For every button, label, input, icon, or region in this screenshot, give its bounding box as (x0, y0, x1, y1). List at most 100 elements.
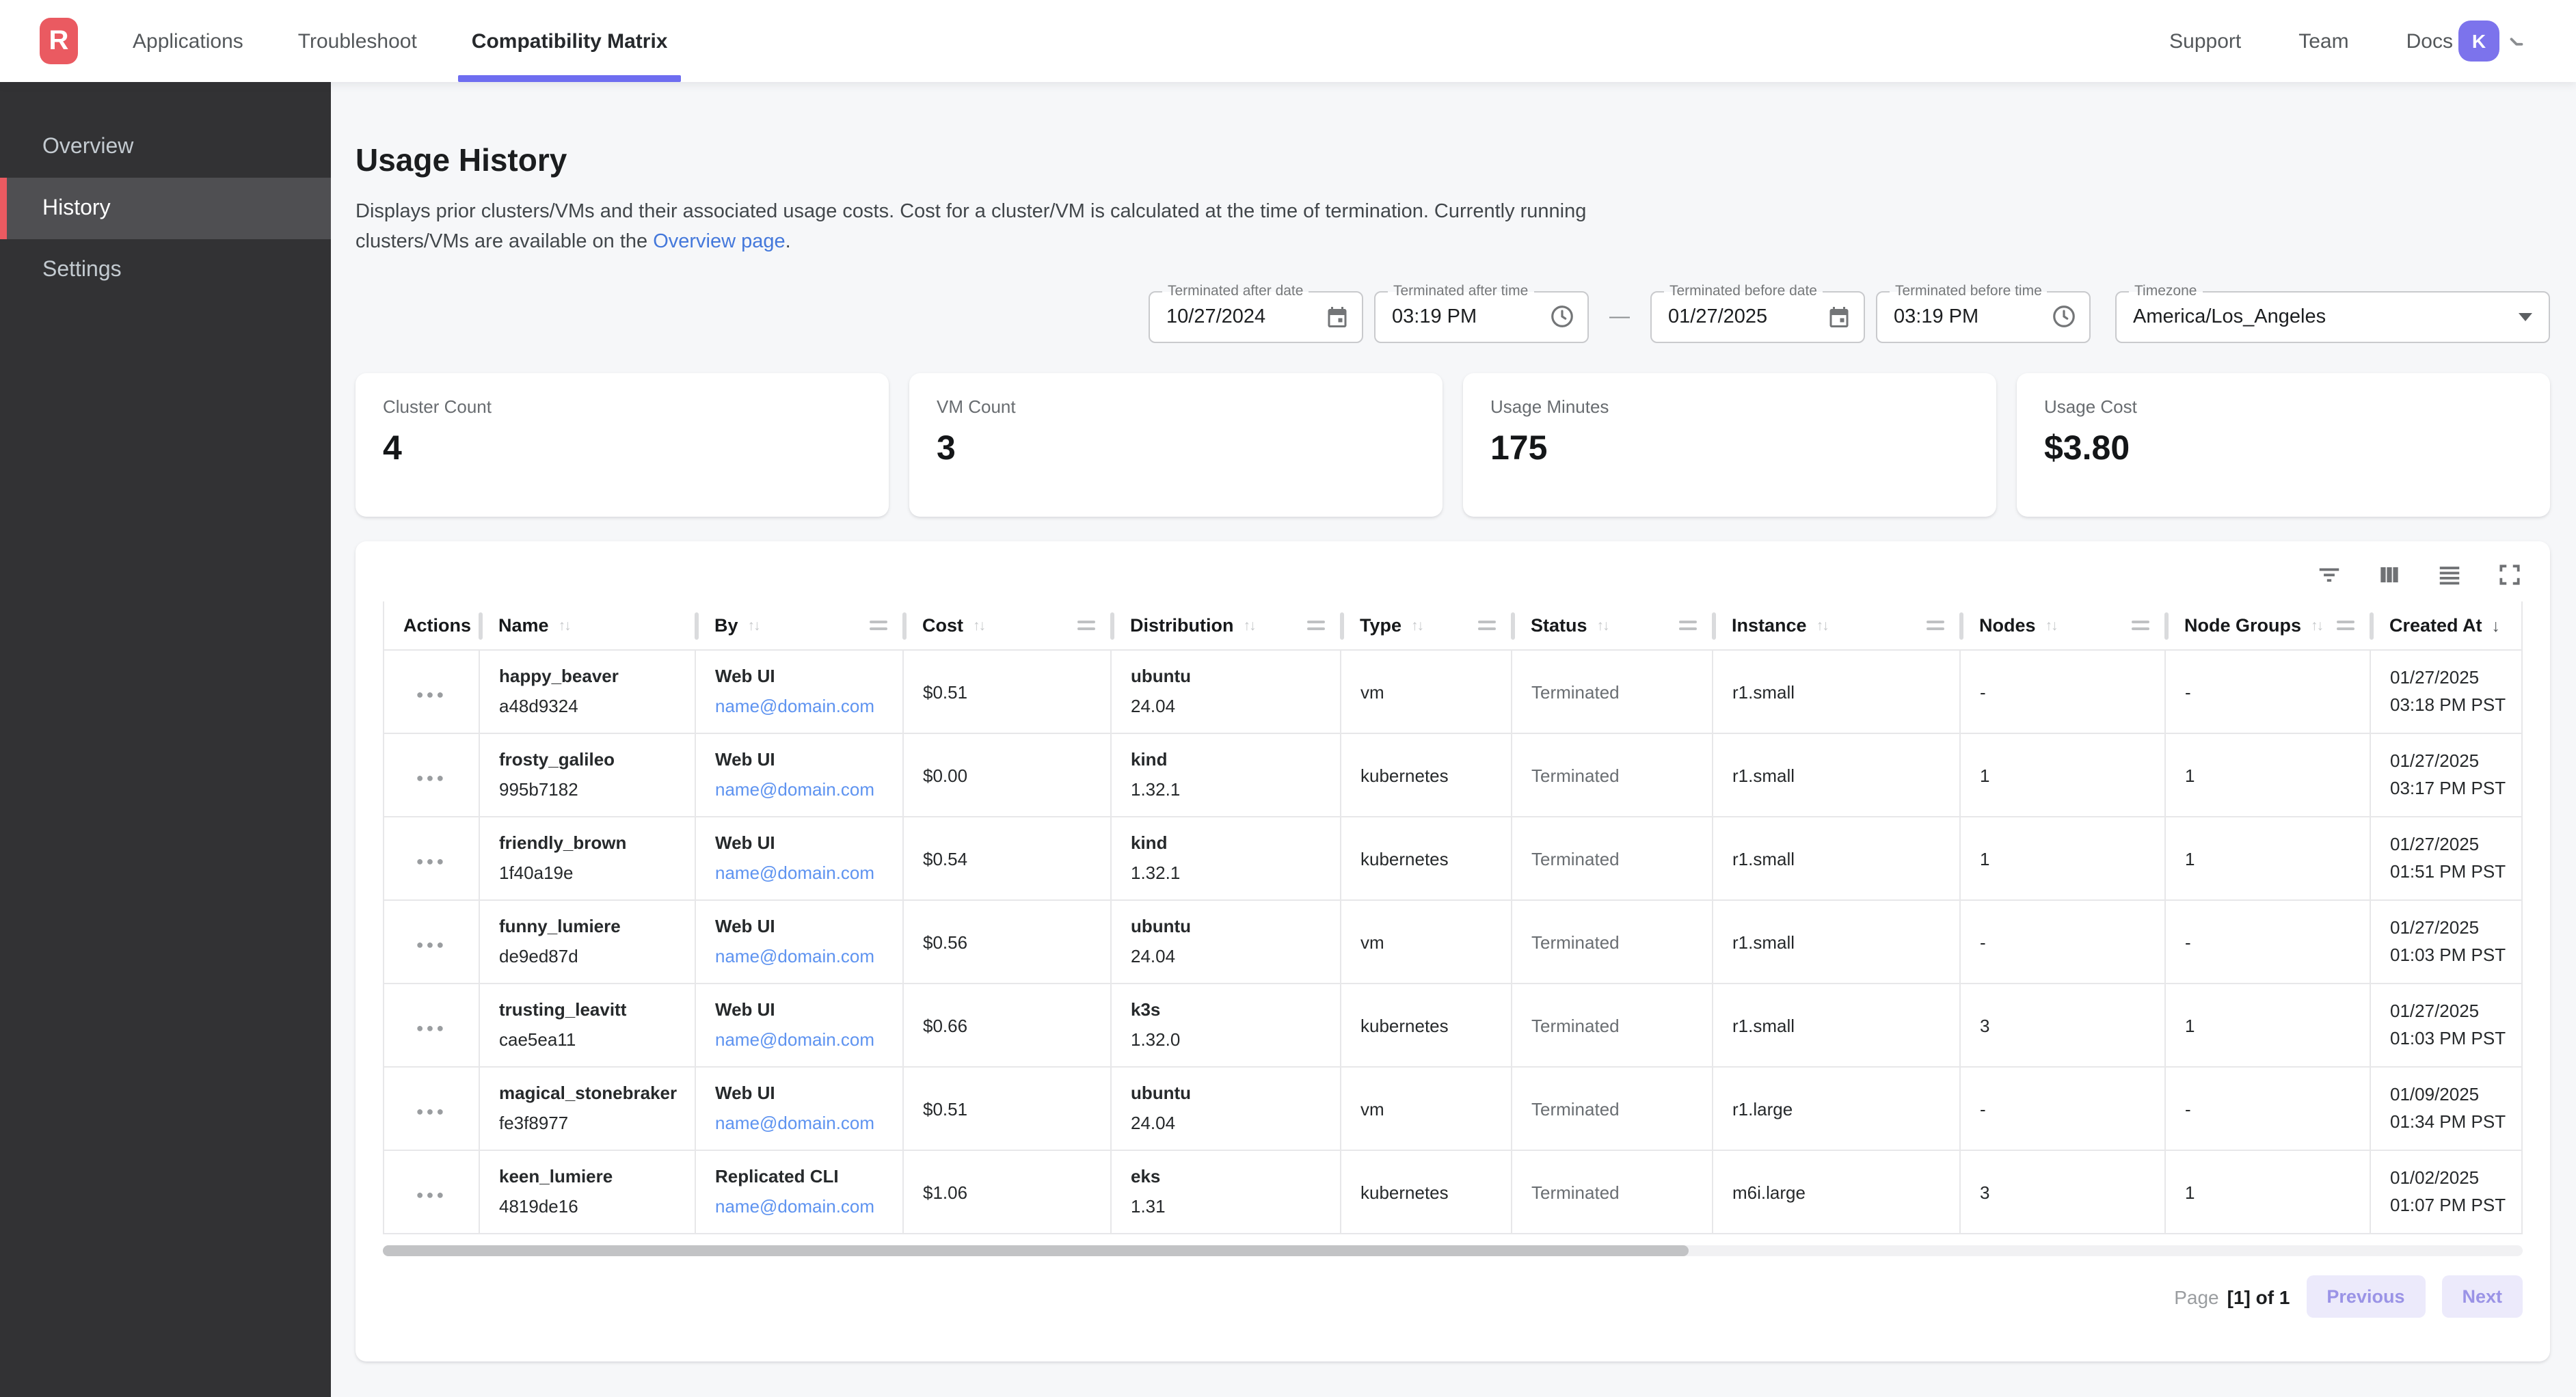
column-menu-icon[interactable] (1077, 621, 1095, 631)
overview-page-link[interactable]: Overview page (653, 231, 786, 254)
cell-email-link[interactable]: name@domain.com (715, 778, 875, 800)
cell-email-link[interactable]: name@domain.com (715, 945, 875, 966)
column-menu-icon[interactable] (1306, 621, 1324, 631)
column-header-status[interactable]: Status ↑↓ (1512, 601, 1715, 651)
column-menu-icon[interactable] (1926, 621, 1944, 631)
terminated-after-date-field[interactable]: Terminated after date 10/27/2024 (1149, 282, 1363, 343)
cell-email-link[interactable]: name@domain.com (715, 862, 875, 883)
cell-email-link[interactable]: name@domain.com (715, 695, 875, 716)
nav-link-docs[interactable]: Docs (2406, 29, 2453, 53)
calendar-icon[interactable] (1827, 305, 1851, 329)
nav-item-applications[interactable]: Applications (133, 29, 243, 53)
column-menu-icon[interactable] (2131, 621, 2149, 631)
nav-link-team[interactable]: Team (2298, 29, 2349, 53)
column-label: Status (1531, 615, 1587, 636)
cell-nodes: 1 (1960, 733, 2166, 817)
sort-arrows-icon[interactable]: ↑↓ (558, 617, 572, 634)
column-header-cost[interactable]: Cost ↑↓ (903, 601, 1114, 651)
nav-link-support[interactable]: Support (2169, 29, 2242, 53)
cell-cost: $0.54 (903, 816, 1112, 901)
column-header-actions: Actions (384, 601, 482, 651)
column-header-created-at[interactable]: Created At ↓ (2370, 601, 2522, 651)
cell-version: 1.32.1 (1131, 778, 1181, 800)
column-header-type[interactable]: Type ↑↓ (1341, 601, 1514, 651)
cell-cost: $1.06 (903, 1150, 1112, 1235)
horizontal-scrollbar[interactable] (383, 1245, 2523, 1257)
cell-node-groups: 1 (2165, 816, 2371, 901)
column-header-instance[interactable]: Instance ↑↓ (1713, 601, 1963, 651)
column-menu-icon[interactable] (2336, 621, 2354, 631)
sidebar-item-overview[interactable]: Overview (42, 135, 134, 158)
column-divider (694, 612, 698, 640)
column-header-node-groups[interactable]: Node Groups ↑↓ (2165, 601, 2373, 651)
filter-icon[interactable] (2315, 562, 2342, 589)
pagination-bar: Page [1] of 1 Previous Next (355, 1257, 2550, 1318)
data-grid: Actions Name ↑↓ By ↑↓ Cost ↑↓ Distribution ↑… (383, 601, 2523, 1235)
row-actions-button[interactable]: ●●● (416, 937, 447, 951)
cell-email-link[interactable]: name@domain.com (715, 1029, 875, 1050)
column-header-nodes[interactable]: Nodes ↑↓ (1960, 601, 2168, 651)
nav-item-compatibility-matrix[interactable]: Compatibility Matrix (457, 0, 682, 82)
fullscreen-icon[interactable] (2495, 562, 2523, 589)
row-actions-button[interactable]: ●●● (416, 687, 447, 701)
sort-arrows-icon[interactable]: ↑↓ (1596, 617, 1610, 634)
column-divider (902, 612, 906, 640)
density-icon[interactable] (2435, 562, 2463, 589)
cell-email-link[interactable]: name@domain.com (715, 1195, 875, 1217)
nav-item-troubleshoot[interactable]: Troubleshoot (297, 29, 417, 53)
sort-arrows-icon[interactable]: ↑↓ (2045, 617, 2058, 634)
sort-arrows-icon[interactable]: ↑↓ (1411, 617, 1424, 634)
column-header-by[interactable]: By ↑↓ (695, 601, 906, 651)
sort-arrows-icon[interactable]: ↑↓ (973, 617, 986, 634)
table-row[interactable]: ●●● happy_beaver a48d9324 Web UI name@doma… (384, 649, 2522, 734)
table-row[interactable]: ●●● keen_lumiere 4819de16 Replicated CLI n… (384, 1150, 2522, 1235)
column-divider (2369, 612, 2373, 640)
cell-node-groups: 1 (2165, 1150, 2371, 1235)
table-row[interactable]: ●●● friendly_brown 1f40a19e Web UI name@do… (384, 816, 2522, 901)
cell-email-link[interactable]: name@domain.com (715, 1112, 875, 1133)
row-actions-button[interactable]: ●●● (416, 854, 447, 868)
column-menu-icon[interactable] (869, 621, 887, 631)
table-row[interactable]: ●●● trusting_leavitt cae5ea11 Web UI name@… (384, 983, 2522, 1068)
terminated-after-time-field[interactable]: Terminated after time 03:19 PM (1374, 282, 1589, 343)
cell-id: 4819de16 (499, 1195, 578, 1217)
table-row[interactable]: ●●● frosty_galileo 995b7182 Web UI name@do… (384, 733, 2522, 817)
terminated-before-time-field[interactable]: Terminated before time 03:19 PM (1876, 282, 2091, 343)
columns-icon[interactable] (2375, 562, 2402, 589)
column-menu-icon[interactable] (1477, 621, 1495, 631)
sidebar-item-settings[interactable]: Settings (42, 258, 122, 281)
row-actions-button[interactable]: ●●● (416, 770, 447, 785)
field-value: 03:19 PM (1894, 306, 1979, 328)
previous-page-button[interactable]: Previous (2306, 1275, 2426, 1318)
next-page-button[interactable]: Next (2441, 1275, 2523, 1318)
cell-type: kubernetes (1341, 816, 1512, 901)
clock-icon[interactable] (2051, 304, 2077, 330)
table-row[interactable]: ●●● magical_stonebraker fe3f8977 Web UI na… (384, 1066, 2522, 1151)
user-avatar[interactable]: K (2458, 21, 2499, 62)
cell-name: happy_beaver (499, 667, 619, 686)
table-row[interactable]: ●●● funny_lumiere de9ed87d Web UI name@dom… (384, 899, 2522, 984)
caret-down-icon[interactable] (2519, 312, 2532, 321)
replicated-logo[interactable]: R (40, 18, 78, 64)
row-actions-button[interactable]: ●●● (416, 1187, 447, 1202)
sort-arrows-icon[interactable]: ↑↓ (1816, 617, 1829, 634)
scrollbar-thumb[interactable] (383, 1245, 1689, 1257)
chevron-down-icon[interactable] (2506, 31, 2527, 51)
timezone-select[interactable]: Timezone America/Los_Angeles (2115, 282, 2550, 343)
column-header-name[interactable]: Name ↑↓ (479, 601, 698, 651)
sort-arrows-icon[interactable]: ↑↓ (2311, 617, 2324, 634)
terminated-before-date-field[interactable]: Terminated before date 01/27/2025 (1650, 282, 1865, 343)
sort-desc-icon[interactable]: ↓ (2491, 616, 2501, 636)
row-actions-button[interactable]: ●●● (416, 1104, 447, 1118)
sidebar-item-history[interactable]: History (0, 178, 331, 239)
calendar-icon[interactable] (1325, 305, 1350, 329)
column-header-distribution[interactable]: Distribution ↑↓ (1111, 601, 1343, 651)
sort-arrows-icon[interactable]: ↑↓ (1243, 617, 1257, 634)
column-label: Actions (403, 615, 472, 636)
cell-version: 1.31 (1131, 1195, 1166, 1217)
column-divider (1959, 612, 1963, 640)
column-menu-icon[interactable] (1678, 621, 1696, 631)
row-actions-button[interactable]: ●●● (416, 1020, 447, 1035)
clock-icon[interactable] (1549, 304, 1575, 330)
sort-arrows-icon[interactable]: ↑↓ (747, 617, 761, 634)
